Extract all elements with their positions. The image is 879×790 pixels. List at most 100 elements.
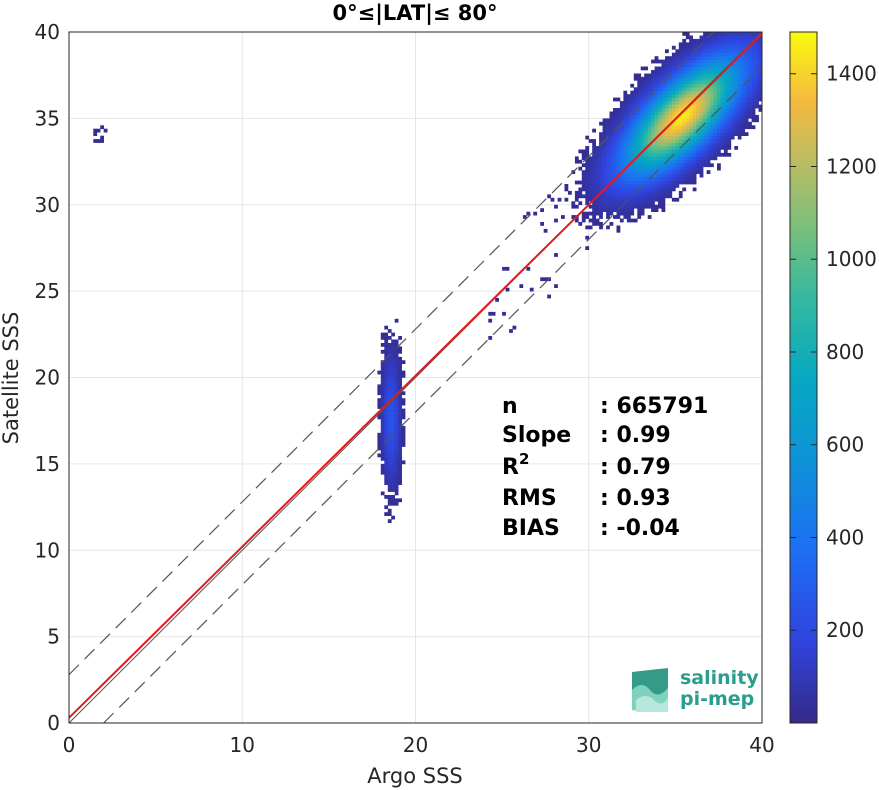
density-cell: [689, 132, 693, 136]
density-cell: [665, 97, 669, 102]
density-cell: [581, 215, 586, 219]
density-cell: [391, 481, 395, 485]
density-cell: [696, 108, 700, 112]
density-cell: [96, 139, 101, 143]
density-cell: [734, 111, 739, 116]
density-cell: [706, 80, 711, 85]
density-cell: [619, 218, 624, 223]
density-cell: [637, 121, 642, 126]
density-cell: [682, 76, 687, 81]
density-cell: [606, 211, 610, 216]
density-cell: [592, 166, 596, 171]
density-cell: [748, 121, 752, 126]
density-cell: [103, 128, 108, 133]
density-cell: [401, 425, 406, 430]
density-cell: [623, 128, 628, 133]
density-cell: [661, 139, 666, 143]
density-cell: [658, 177, 662, 181]
density-cell: [93, 132, 98, 136]
density-cell: [696, 70, 700, 74]
density-cell: [668, 173, 673, 178]
density-cell: [696, 42, 700, 47]
density-cell: [710, 87, 714, 92]
density-cell: [384, 450, 389, 454]
density-cell: [599, 163, 603, 168]
density-cell: [744, 76, 749, 81]
density-cell: [661, 201, 666, 206]
density-cell: [654, 111, 659, 116]
density-cell: [713, 59, 718, 64]
density-cell: [581, 149, 586, 154]
density-cell: [699, 118, 704, 123]
density-cell: [706, 63, 711, 67]
colorbar-tick-label: 1400: [826, 62, 877, 86]
density-cell: [394, 501, 399, 506]
density-cell: [713, 38, 718, 43]
density-cell: [748, 87, 752, 92]
density-cell: [619, 194, 624, 199]
density-cell: [633, 111, 638, 116]
density-cell: [696, 38, 700, 43]
density-cell: [671, 184, 676, 188]
density-cell: [626, 184, 631, 188]
density-cell: [401, 408, 406, 413]
density-cell: [623, 97, 628, 102]
density-cell: [744, 94, 749, 98]
density-cell: [394, 349, 399, 354]
stat-value: : 0.93: [600, 486, 671, 511]
density-cell: [640, 114, 645, 119]
density-cell: [623, 163, 628, 168]
density-cell: [619, 139, 624, 143]
density-cell: [671, 90, 676, 95]
density-cell: [387, 453, 392, 458]
density-cell: [668, 118, 673, 123]
density-cell: [619, 111, 624, 116]
density-cell: [637, 80, 642, 85]
density-cell: [640, 180, 645, 185]
density-cell: [682, 135, 687, 140]
density-cell: [387, 519, 392, 523]
density-cell: [592, 201, 596, 206]
stat-value: : 0.99: [600, 423, 671, 448]
density-cell: [703, 80, 707, 85]
density-cell: [613, 142, 617, 147]
density-cell: [394, 367, 399, 371]
density-cell: [675, 170, 680, 174]
density-cell: [713, 108, 718, 112]
density-cell: [384, 481, 389, 485]
density-cell: [647, 156, 652, 161]
density-cell: [661, 156, 666, 161]
density-cell: [658, 104, 662, 109]
density-cell: [640, 66, 645, 71]
density-cell: [751, 94, 756, 98]
density-cell: [377, 370, 382, 375]
density-cell: [380, 415, 385, 420]
density-cell: [671, 146, 676, 150]
density-cell: [727, 135, 732, 140]
density-cell: [377, 436, 382, 440]
density-cell: [644, 187, 648, 192]
density-cell: [730, 42, 735, 47]
density-cell: [592, 170, 596, 174]
density-cell: [685, 97, 690, 102]
x-tick-label: 20: [403, 733, 428, 757]
density-cell: [394, 343, 399, 347]
density-cell: [741, 87, 745, 92]
density-cell: [689, 114, 693, 119]
density-cell: [682, 104, 687, 109]
density-cell: [706, 111, 711, 116]
density-cell: [741, 59, 745, 64]
density-cell: [741, 73, 745, 78]
density-cell: [651, 163, 655, 168]
density-cell: [613, 146, 617, 150]
density-cell: [675, 135, 680, 140]
density-cell: [689, 56, 693, 60]
density-cell: [720, 56, 725, 60]
density-cell: [595, 208, 600, 212]
density-cell: [505, 287, 510, 292]
density-cell: [637, 118, 642, 123]
density-cell: [599, 139, 603, 143]
density-cell: [619, 108, 624, 112]
density-cell: [755, 118, 759, 123]
